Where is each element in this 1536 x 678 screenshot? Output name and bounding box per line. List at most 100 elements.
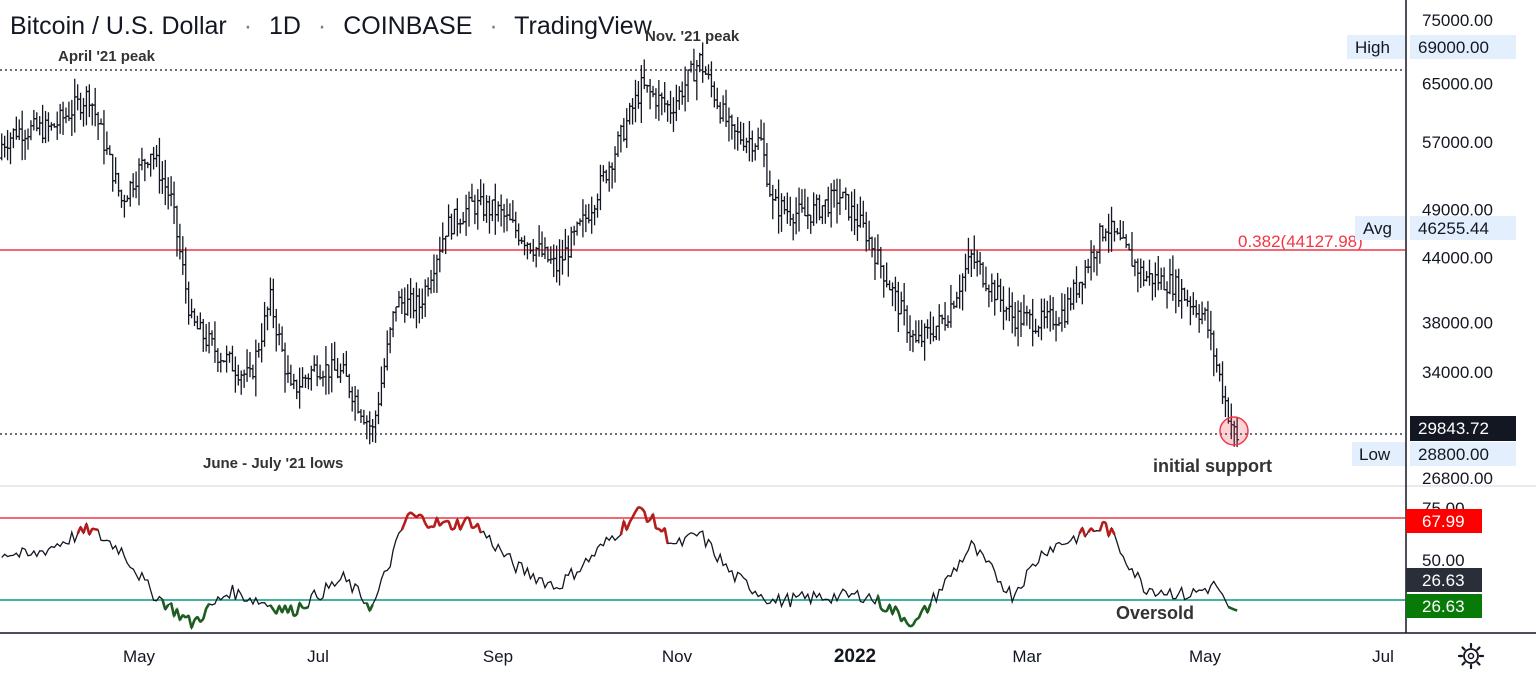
ohlc-bar (320, 370, 325, 387)
ohlc-bar (1048, 295, 1053, 332)
ohlc-bar (884, 262, 889, 288)
time-axis[interactable]: May Jul Sep Nov 2022 Mar May Jul (123, 646, 1394, 667)
ohlc-bar (440, 222, 445, 253)
last-price-value: 29843.72 (1418, 419, 1489, 438)
ohlc-bar (163, 159, 168, 206)
ohlc-bar (691, 48, 696, 82)
ohlc-bar (23, 129, 28, 160)
ohlc-bar (353, 385, 358, 421)
ohlc-bar (11, 128, 16, 149)
ohlc-bar (820, 205, 825, 225)
ohlc-bar (1074, 266, 1079, 303)
ohlc-bar (832, 179, 837, 208)
ohlc-bar (1056, 317, 1061, 327)
ohlc-bar (759, 119, 764, 141)
ohlc-bar (560, 239, 565, 275)
rsi-highlight-segment (634, 506, 640, 513)
ohlc-bar (718, 101, 723, 124)
ohlc-bar (899, 291, 904, 315)
ohlc-bar (1030, 298, 1035, 347)
ohlc-bar (198, 312, 203, 330)
rsi-highlight-segment (438, 521, 444, 527)
ohlc-bar (408, 278, 413, 319)
ohlc-bar (303, 374, 308, 389)
ohlc-bar (607, 161, 612, 192)
chart-title: Bitcoin / U.S. Dollar · 1D · COINBASE · … (10, 12, 653, 40)
price-tick-label: 57000.00 (1422, 133, 1493, 152)
ohlc-bar (1024, 305, 1029, 326)
ohlc-bar (169, 176, 174, 207)
gear-icon[interactable] (1457, 642, 1485, 670)
ohlc-bar (852, 189, 857, 235)
ohlc-bar (405, 284, 410, 316)
ohlc-bar (589, 196, 594, 234)
ohlc-bar (367, 411, 372, 445)
rsi-highlight-segment (368, 604, 374, 612)
support-circle-icon (1219, 416, 1249, 446)
rsi-highlight-segment (909, 623, 914, 628)
ohlc-bar (332, 341, 337, 371)
ohlc-bar (218, 352, 223, 373)
ohlc-bar (878, 246, 883, 279)
ohlc-bar (1153, 262, 1158, 298)
ohlc-bar (177, 223, 182, 260)
ohlc-bar (674, 84, 679, 122)
rsi-highlight-segment (415, 513, 421, 519)
rsi-highlight-segment (906, 622, 911, 628)
rsi-highlight-segment (471, 525, 476, 530)
ohlc-bar (96, 111, 101, 140)
ohlc-bar (893, 276, 898, 312)
ohlc-bar (998, 278, 1003, 312)
ohlc-bar (1135, 258, 1140, 293)
ohlc-bar (496, 201, 501, 222)
rsi-highlight-segment (298, 602, 304, 609)
ohlc-bar (726, 107, 731, 142)
ohlc-bar (761, 122, 766, 168)
ohlc-bar (656, 80, 661, 121)
avg-value-bg (1410, 216, 1516, 240)
ohlc-bar (224, 345, 229, 373)
price-axis[interactable]: 75000.00 65000.00 57000.00 49000.00 44000.00… (1422, 11, 1493, 488)
ohlc-bar (1103, 228, 1108, 242)
ohlc-bar (285, 355, 290, 383)
ohlc-bar (835, 178, 840, 224)
ohlc-bar (735, 117, 740, 151)
ohlc-bar (683, 66, 688, 112)
ohlc-bar (671, 97, 676, 132)
price-bars (0, 42, 1240, 448)
ohlc-bar (1223, 385, 1228, 418)
rsi-highlight-segment (94, 528, 99, 532)
high-value-bg (1410, 35, 1516, 59)
ohlc-bar (107, 145, 112, 156)
ohlc-bar (706, 64, 711, 80)
ohlc-bar (940, 314, 945, 325)
ohlc-bar (347, 373, 352, 399)
rsi-highlight-segment (637, 505, 642, 510)
ohlc-bar (329, 343, 334, 393)
ohlc-bar (69, 99, 74, 136)
ohlc-bar (131, 173, 136, 198)
ohlc-bar (78, 92, 83, 120)
rsi-highlight-segment (903, 617, 909, 625)
ohlc-bar (204, 323, 209, 352)
ohlc-bar (1094, 251, 1099, 276)
ohlc-bar (93, 87, 98, 127)
ohlc-bar (259, 323, 264, 363)
time-label-2022: 2022 (834, 646, 876, 667)
ohlc-bar (1159, 267, 1164, 290)
rsi-highlight-segment (1233, 608, 1238, 612)
ohlc-bar (867, 220, 872, 251)
ohlc-bar (370, 418, 375, 443)
rsi-highlight-segment (1098, 521, 1105, 532)
ohlc-bar (978, 251, 983, 275)
ohlc-bar (1200, 301, 1205, 325)
ohlc-bar (890, 282, 895, 307)
ohlc-bar (376, 391, 381, 425)
rsi-upper-tag: 67.99 (1422, 512, 1465, 531)
rsi-highlight-segment (427, 525, 432, 530)
ohlc-bar (633, 79, 638, 123)
rsi-highlight-segment (651, 513, 658, 529)
ohlc-bar (189, 298, 194, 319)
ohlc-bar (1054, 310, 1059, 342)
